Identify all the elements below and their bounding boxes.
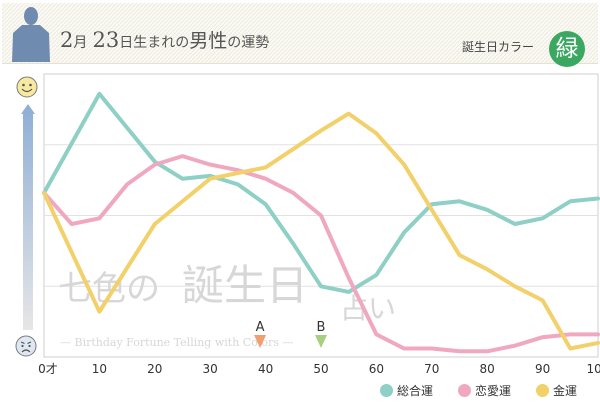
watermark-main-a: 七色の [58, 269, 160, 309]
smiley-face-icon [16, 76, 38, 98]
fortune-scale [15, 76, 38, 357]
legend-label-money: 金運 [553, 384, 578, 398]
page-title: 2月 23日生まれの男性の運勢 [60, 26, 269, 53]
birthday-color-label: 誕生日カラー [462, 40, 535, 54]
watermark-sub: — Birthday Fortune Telling with Colors — [60, 336, 293, 349]
legend-item-love: 恋愛運 [458, 382, 511, 399]
title-suffix: の運勢 [227, 35, 270, 51]
worried-face-icon [15, 335, 37, 357]
x-tick-label-7: 70 [424, 362, 439, 376]
series-line-money [42, 111, 600, 351]
legend-swatch-overall [380, 384, 393, 397]
x-tick-label-0: 0才 [38, 362, 58, 376]
x-tick-label-1: 10 [92, 362, 107, 376]
marker-triangle-b [315, 335, 327, 348]
marker-label-b: B [317, 320, 326, 335]
legend-item-money: 金運 [536, 382, 577, 399]
male-silhouette-icon [12, 7, 50, 62]
watermark: 七色の 誕生日 占い — Birthday Fortune Telling wi… [58, 261, 396, 349]
title-gender: 男性 [189, 30, 228, 52]
series-layer [42, 91, 600, 354]
title-month-unit: 月 [73, 35, 88, 51]
header-background [2, 3, 598, 64]
marker-triangle-a [254, 335, 267, 348]
title-day: 23 [92, 28, 120, 52]
marker-label-a: A [256, 320, 265, 335]
x-tick-label-8: 80 [480, 362, 495, 376]
x-tick-label-4: 40 [258, 362, 273, 376]
x-tick-label-5: 50 [313, 362, 328, 376]
header: 2月 23日生まれの男性の運勢 誕生日カラー 緑 [0, 0, 600, 67]
x-tick-label-6: 60 [369, 362, 384, 376]
birthday-color-badge: 緑 [549, 31, 585, 67]
fortune-scale-arrow [21, 104, 35, 330]
x-tick-label-2: 20 [147, 362, 162, 376]
title-month: 2 [60, 28, 74, 52]
legend-label-love: 恋愛運 [475, 384, 512, 398]
series-line-overall [42, 91, 600, 294]
title-day-unit: 日生まれの [119, 35, 190, 51]
x-tick-label-3: 30 [203, 362, 218, 376]
x-axis-ticks: 0才 10 20 30 40 50 60 70 80 90 100 [38, 362, 600, 376]
legend-swatch-money [536, 384, 549, 397]
legend-swatch-love [458, 384, 471, 397]
series-line-love [42, 154, 600, 354]
legend-item-overall: 総合運 [380, 382, 433, 399]
watermark-main-b: 誕生日 [182, 261, 308, 310]
x-tick-label-9: 90 [535, 362, 550, 376]
legend-label-overall: 総合運 [397, 384, 434, 398]
x-tick-label-10: 100 [587, 362, 600, 376]
